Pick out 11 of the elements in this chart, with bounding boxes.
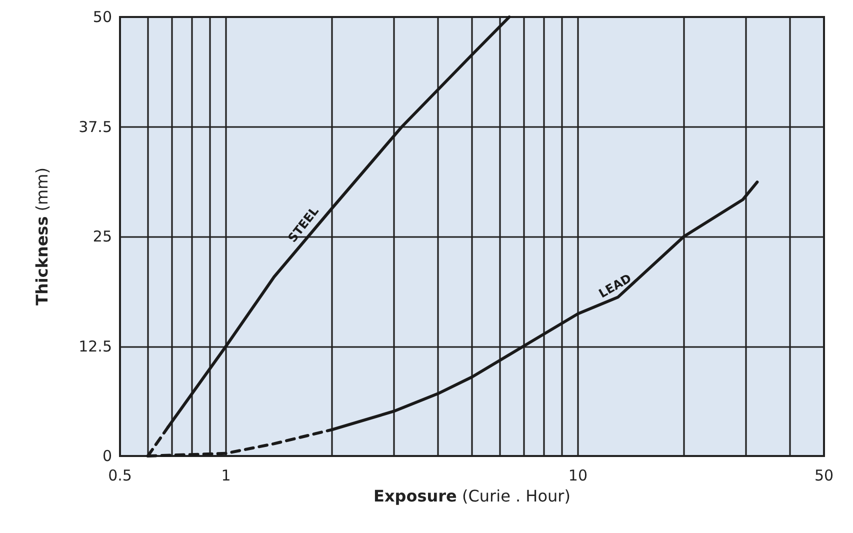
x-axis-title: Exposure (Curie . Hour): [374, 486, 570, 506]
x-tick-label: 50: [814, 466, 834, 484]
y-axis-title: Thickness (mm): [32, 168, 52, 306]
y-tick-label: 0: [102, 447, 112, 465]
y-tick-label: 12.5: [78, 337, 112, 356]
y-tick-label: 50: [92, 8, 112, 26]
x-tick-label: 1: [221, 466, 231, 484]
x-tick-label: 10: [568, 466, 588, 484]
y-tick-label: 25: [92, 228, 112, 246]
y-tick-label: 37.5: [78, 118, 112, 136]
x-tick-label: 0.5: [108, 466, 132, 484]
